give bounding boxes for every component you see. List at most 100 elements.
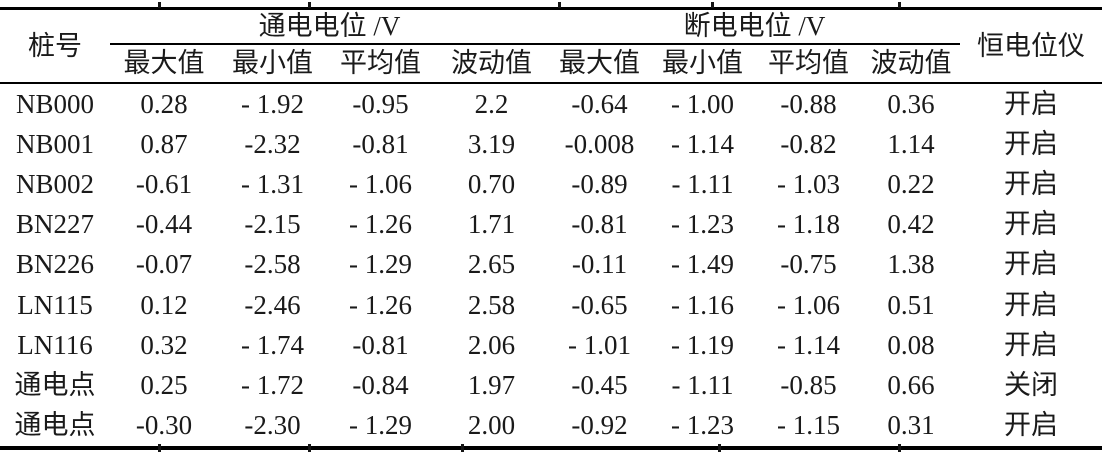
potential-value-cell: - 1.06 bbox=[777, 289, 840, 320]
potential-value-cell: -0.84 bbox=[352, 369, 409, 400]
potential-value-cell: 0.08 bbox=[887, 329, 935, 360]
potential-value-cell: - 1.18 bbox=[777, 209, 840, 240]
potential-value-cell: 1.38 bbox=[887, 249, 935, 280]
subheader-on-min: 最小值 bbox=[218, 44, 327, 84]
potential-value-cell: -0.008 bbox=[564, 128, 635, 159]
subheader-off-avg: 平均值 bbox=[755, 44, 862, 84]
border-artifact-tick bbox=[718, 444, 721, 452]
potential-value-cell: -0.45 bbox=[571, 369, 628, 400]
potential-value-cell: - 1.19 bbox=[671, 329, 734, 360]
potential-value-cell: 2.65 bbox=[467, 249, 516, 280]
potential-value-cell: 0.66 bbox=[887, 369, 935, 400]
pile-id-cell: NB002 bbox=[15, 168, 94, 199]
border-artifact-tick bbox=[898, 2, 901, 8]
potential-value-cell: - 1.74 bbox=[241, 329, 304, 360]
potential-value-cell: - 1.29 bbox=[349, 249, 412, 280]
potential-value-cell: 2.00 bbox=[467, 410, 516, 441]
potential-value-cell: - 1.06 bbox=[349, 168, 412, 199]
potential-value-cell: - 1.23 bbox=[671, 209, 734, 240]
potential-value-cell: 0.70 bbox=[467, 168, 516, 199]
potentiostat-state-cell: 关闭 bbox=[1004, 369, 1058, 400]
potential-value-cell: -2.58 bbox=[244, 249, 301, 280]
potential-value-cell: 3.19 bbox=[467, 128, 516, 159]
potential-value-cell: -0.11 bbox=[571, 249, 628, 280]
border-artifact-tick bbox=[308, 444, 311, 452]
potential-value-cell: - 1.31 bbox=[241, 168, 304, 199]
potential-value-cell: -0.44 bbox=[135, 209, 193, 240]
table-body: NB000 0.28 - 1.92 -0.95 2.2 -0.64 - 1.00 -0.88 0… bbox=[0, 83, 1102, 448]
potential-value-cell: -0.65 bbox=[571, 289, 628, 320]
potential-value-cell: -0.81 bbox=[352, 128, 409, 159]
potential-value-cell: -2.46 bbox=[244, 289, 301, 320]
header-group-row: 桩号 通电电位 /V 断电电位 /V 恒电位仪 bbox=[0, 8, 1102, 84]
table-row: LN115 0.12 -2.46 - 1.26 2.58 -0.65 - 1.16 - 1.0… bbox=[0, 285, 1102, 325]
table-row: 通电点 0.25 - 1.72 -0.84 1.97 -0.45 - 1.11 -0.85 0.… bbox=[0, 365, 1102, 405]
potential-value-cell: - 1.11 bbox=[671, 168, 734, 199]
potential-value-cell: - 1.29 bbox=[349, 410, 412, 441]
potential-value-cell: -2.32 bbox=[244, 128, 301, 159]
potential-value-cell: 0.32 bbox=[140, 329, 188, 360]
pile-id-cell: LN116 bbox=[17, 329, 93, 360]
table-row: BN226 -0.07 -2.58 - 1.29 2.65 -0.11 - 1.49 -0.7… bbox=[0, 245, 1102, 285]
potentiostat-state-cell: 开启 bbox=[1004, 410, 1058, 441]
table-row: NB002 -0.61 - 1.31 - 1.06 0.70 -0.89 - 1.11 - 1… bbox=[0, 164, 1102, 204]
header-potentiostat: 恒电位仪 bbox=[960, 8, 1102, 84]
subheader-off-min: 最小值 bbox=[650, 44, 755, 84]
potential-value-cell: -0.88 bbox=[780, 88, 837, 119]
potential-value-cell: 0.22 bbox=[887, 168, 935, 199]
table-row: BN227 -0.44 -2.15 - 1.26 1.71 -0.81 - 1.23 - 1.… bbox=[0, 205, 1102, 245]
potential-value-cell: - 1.23 bbox=[671, 410, 734, 441]
potential-value-cell: - 1.15 bbox=[777, 410, 840, 441]
subheader-off-fluct: 波动值 bbox=[862, 44, 960, 84]
table-row: NB001 0.87 -2.32 -0.81 3.19 -0.008 - 1.14 -0.82… bbox=[0, 124, 1102, 164]
potential-value-cell: - 1.49 bbox=[671, 249, 734, 280]
subheader-on-fluct: 波动值 bbox=[434, 44, 549, 84]
potential-value-cell: -2.15 bbox=[244, 209, 301, 240]
pile-id-cell: 通电点 bbox=[14, 410, 96, 441]
header-pile-number: 桩号 bbox=[0, 8, 110, 84]
potential-value-cell: 1.97 bbox=[467, 369, 516, 400]
potentiostat-state-cell: 开启 bbox=[1004, 249, 1058, 280]
border-artifact-tick bbox=[898, 444, 901, 452]
potential-value-cell: - 1.14 bbox=[777, 329, 840, 360]
potential-value-cell: -0.81 bbox=[352, 329, 409, 360]
potential-value-cell: - 1.26 bbox=[349, 209, 412, 240]
potentiostat-state-cell: 开启 bbox=[1004, 209, 1058, 240]
potential-value-cell: 0.36 bbox=[887, 88, 935, 119]
potential-value-cell: - 1.00 bbox=[671, 88, 734, 119]
potential-value-cell: -0.64 bbox=[571, 88, 628, 119]
potentiostat-state-cell: 开启 bbox=[1004, 128, 1058, 159]
subheader-on-avg: 平均值 bbox=[327, 44, 434, 84]
potential-value-cell: - 1.14 bbox=[671, 128, 734, 159]
pile-id-cell: BN227 bbox=[15, 209, 94, 240]
border-artifact-tick bbox=[158, 444, 161, 452]
header-group-energized-potential: 通电电位 /V bbox=[110, 8, 549, 45]
table-header: 桩号 通电电位 /V 断电电位 /V 恒电位仪 最大值 最小值 平均值 波动值 … bbox=[0, 8, 1102, 84]
potential-value-cell: 1.14 bbox=[887, 128, 935, 159]
potentiostat-state-cell: 开启 bbox=[1004, 88, 1058, 119]
potential-value-cell: -0.92 bbox=[571, 410, 628, 441]
pile-id-cell: NB001 bbox=[15, 128, 94, 159]
potential-value-cell: 0.12 bbox=[140, 289, 188, 320]
potentiostat-state-cell: 开启 bbox=[1004, 329, 1058, 360]
pile-id-cell: NB000 bbox=[15, 88, 94, 119]
border-artifact-tick bbox=[308, 2, 311, 8]
potential-value-cell: -0.81 bbox=[571, 209, 628, 240]
potential-value-cell: - 1.16 bbox=[671, 289, 734, 320]
potential-value-cell: 2.58 bbox=[467, 289, 516, 320]
potential-value-cell: -0.30 bbox=[135, 410, 193, 441]
border-artifact-tick bbox=[558, 2, 561, 8]
potential-value-cell: 2.2 bbox=[474, 88, 509, 119]
potential-value-cell: 0.25 bbox=[140, 369, 188, 400]
potential-value-cell: -0.75 bbox=[780, 249, 837, 280]
potentiostat-state-cell: 开启 bbox=[1004, 289, 1058, 320]
potential-value-cell: - 1.92 bbox=[241, 88, 304, 119]
potentiostat-state-cell: 开启 bbox=[1004, 168, 1058, 199]
potential-value-cell: -0.07 bbox=[135, 249, 193, 280]
table-row: 通电点 -0.30 -2.30 - 1.29 2.00 -0.92 - 1.23 - 1.15… bbox=[0, 406, 1102, 448]
potential-value-cell: 0.31 bbox=[887, 410, 935, 441]
pile-id-cell: 通电点 bbox=[14, 369, 96, 400]
potential-value-cell: -0.89 bbox=[571, 168, 628, 199]
subheader-on-max: 最大值 bbox=[110, 44, 218, 84]
potential-value-cell: 1.71 bbox=[467, 209, 516, 240]
